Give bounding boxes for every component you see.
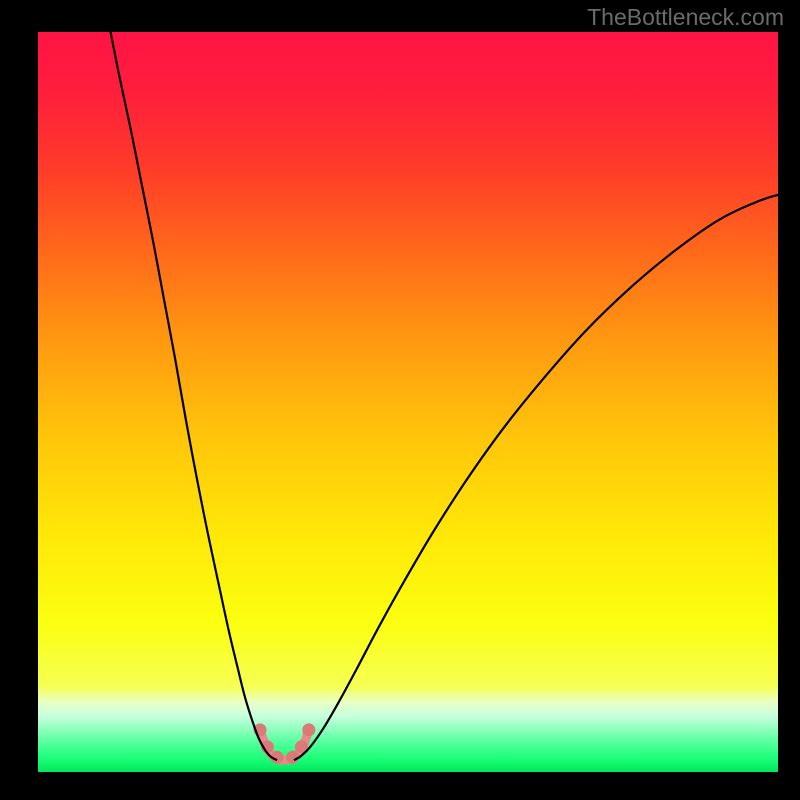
left-curve [111,32,278,760]
chart-container: TheBottleneck.com [0,0,800,800]
right-curve [294,195,778,760]
plot-area [38,32,778,772]
curves-layer [38,32,778,772]
watermark-text: TheBottleneck.com [587,4,784,31]
valley-dot [302,723,315,736]
valley-dot [286,751,299,764]
